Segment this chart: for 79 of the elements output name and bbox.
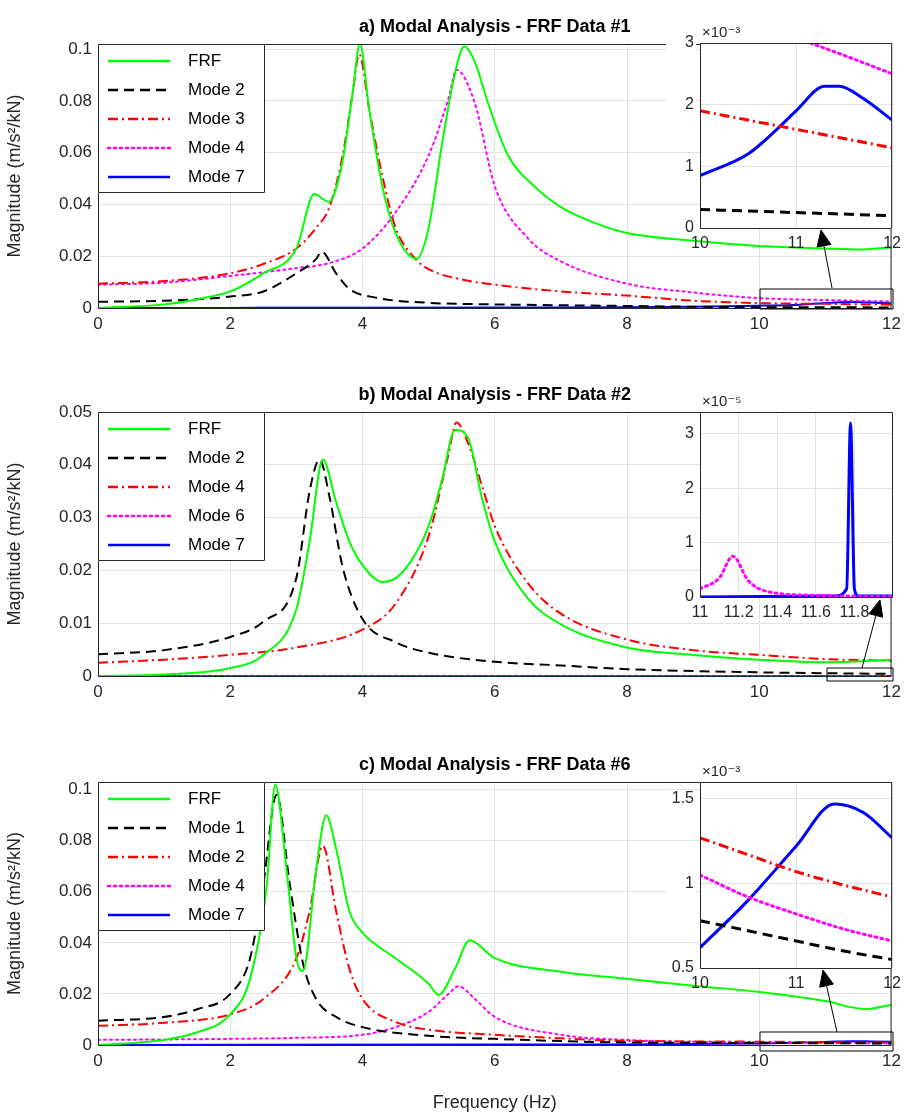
y-tick-label: 0.03 — [58, 507, 92, 527]
x-tick-label: 11.8 — [839, 603, 870, 621]
legend-label: Mode 6 — [188, 505, 245, 525]
y-tick-label: 3 — [685, 424, 695, 442]
x-tick-label: 6 — [490, 681, 500, 701]
y-axis-title: Magnitude (m/s²/kN) — [3, 94, 24, 258]
legend-label: Mode 4 — [188, 875, 245, 895]
x-tick-label: 2 — [225, 681, 235, 701]
x-tick-label: 10 — [749, 313, 769, 333]
y-axis-title: Magnitude (m/s²/kN) — [3, 831, 24, 996]
y-tick-label: 1 — [685, 532, 695, 550]
x-tick-label: 4 — [357, 1050, 368, 1070]
legend-label: Mode 1 — [188, 817, 245, 837]
y-tick-label: 0.08 — [58, 90, 92, 110]
text: ×10⁻³ — [702, 761, 741, 779]
legend-label: Mode 4 — [188, 476, 245, 496]
x-tick-label: 11.6 — [800, 603, 831, 621]
x-tick-label: 2 — [225, 313, 235, 333]
legend-label: Mode 7 — [188, 534, 245, 554]
y-tick-label: 1 — [685, 873, 695, 891]
x-tick-label: 12 — [882, 1050, 902, 1070]
y-tick-label: 0.1 — [68, 779, 92, 799]
y-tick-label: 0 — [82, 1034, 92, 1054]
y-tick-label: 0.04 — [58, 932, 92, 952]
x-tick-label: 8 — [622, 1050, 632, 1070]
legend-label: Mode 3 — [188, 108, 245, 128]
text: ×10⁻³ — [702, 22, 741, 40]
x-tick-label: 2 — [225, 1050, 235, 1070]
y-tick-label: 2 — [685, 478, 695, 496]
y-tick-label: 0.02 — [58, 983, 92, 1003]
y-tick-label: 0.06 — [58, 881, 92, 901]
y-tick-label: 0 — [685, 587, 695, 605]
legend-label: FRF — [188, 50, 222, 70]
chart-title: a) Modal Analysis - FRF Data #1 — [359, 15, 631, 36]
legend-label: FRF — [188, 788, 222, 808]
y-tick-label: 1.5 — [671, 789, 695, 807]
x-tick-label: 4 — [357, 681, 368, 701]
x-tick-label: 11.2 — [723, 603, 754, 621]
x-tick-label: 11.4 — [762, 603, 793, 621]
y-tick-label: 0.01 — [58, 612, 92, 632]
x-tick-label: 6 — [490, 313, 500, 333]
text: ×10⁻⁵ — [702, 391, 742, 409]
x-tick-label: 11 — [787, 974, 805, 992]
y-tick-label: 0 — [685, 218, 695, 236]
legend-label: Mode 4 — [188, 137, 245, 157]
y-axis-title: Magnitude (m/s²/kN) — [3, 462, 24, 626]
x-tick-label: 8 — [622, 313, 632, 333]
y-tick-label: 0 — [82, 297, 92, 317]
y-tick-label: 0.1 — [68, 38, 92, 58]
y-tick-label: 0.04 — [58, 194, 92, 214]
y-tick-label: 0.02 — [58, 560, 92, 580]
y-tick-label: 0.02 — [58, 245, 92, 265]
y-tick-label: 0.05 — [58, 401, 92, 421]
legend-label: FRF — [188, 418, 222, 438]
x-tick-label: 12 — [882, 681, 902, 701]
x-tick-label: 6 — [490, 1050, 500, 1070]
chart-title: c) Modal Analysis - FRF Data #6 — [359, 753, 631, 774]
x-tick-label: 10 — [749, 1050, 769, 1070]
y-tick-label: 0.5 — [671, 958, 695, 976]
y-tick-label: 0.04 — [58, 454, 92, 474]
x-tick-label: 8 — [622, 681, 632, 701]
chart-title: b) Modal Analysis - FRF Data #2 — [358, 383, 631, 404]
y-tick-label: 3 — [685, 33, 695, 51]
x-tick-label: 4 — [357, 313, 368, 333]
x-axis-title: Frequency (Hz) — [432, 1092, 557, 1113]
x-tick-label: 11 — [691, 603, 709, 621]
legend-label: Mode 7 — [188, 166, 245, 186]
y-tick-label: 0.06 — [58, 142, 92, 162]
legend-label: Mode 2 — [188, 79, 245, 99]
x-tick-label: 11 — [787, 234, 805, 252]
legend-label: Mode 2 — [188, 447, 245, 467]
legend-label: Mode 7 — [188, 904, 245, 924]
x-tick-label: 10 — [749, 681, 769, 701]
y-tick-label: 2 — [685, 95, 695, 113]
legend-label: Mode 2 — [188, 846, 245, 866]
y-tick-label: 0 — [82, 665, 92, 685]
y-tick-label: 0.08 — [58, 830, 92, 850]
y-tick-label: 1 — [685, 156, 695, 174]
x-tick-label: 12 — [882, 313, 902, 333]
